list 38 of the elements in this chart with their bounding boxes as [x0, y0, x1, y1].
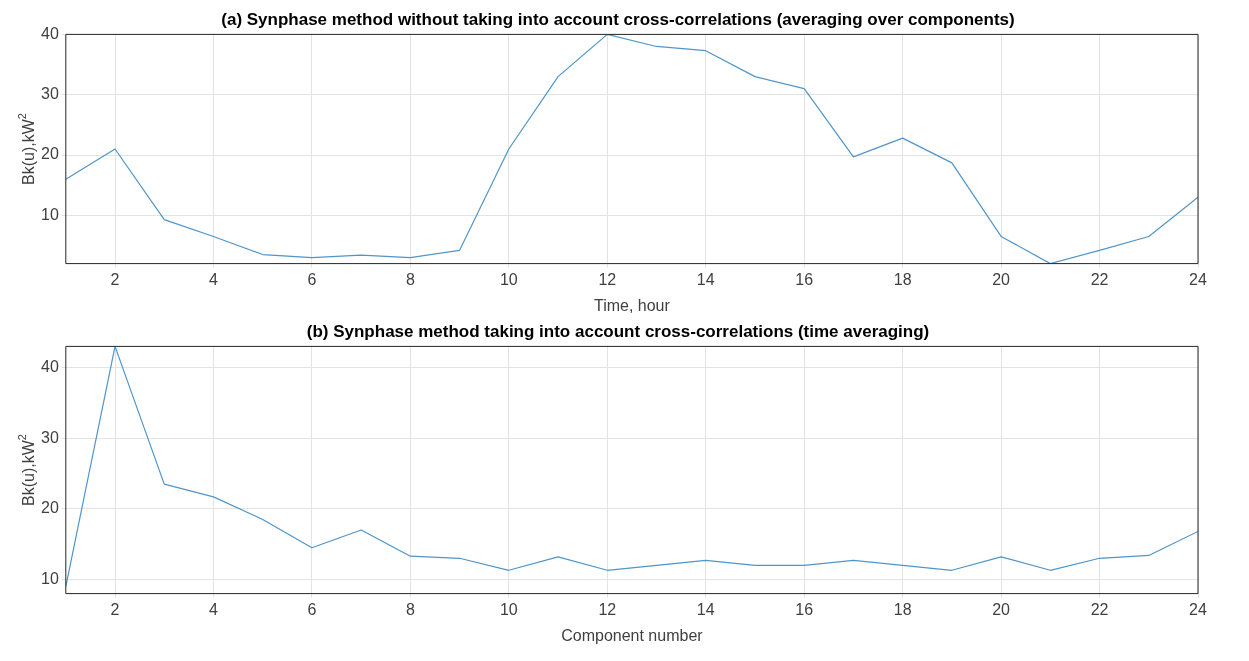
y-tick-label: 20: [41, 499, 59, 517]
x-tick-label: 22: [1090, 600, 1109, 618]
x-tick-label: 24: [1189, 600, 1207, 618]
x-tick-label: 14: [696, 600, 715, 618]
x-tick-label: 4: [209, 270, 219, 288]
chart-title: (b) Synphase method taking into account cross-correlations (time averaging): [306, 321, 930, 341]
x-tick-label: 16: [795, 600, 814, 618]
x-tick-label: 6: [307, 600, 317, 618]
x-axis-title: Time, hour: [593, 296, 671, 314]
y-tick-label: 30: [41, 428, 59, 446]
x-tick-label: 2: [110, 600, 120, 618]
x-tick-label: 10: [499, 270, 518, 288]
y-tick-label: 10: [41, 569, 59, 587]
x-axis-title: Component number: [561, 626, 704, 644]
y-tick-label: 40: [41, 24, 59, 42]
x-tick-label: 12: [598, 270, 617, 288]
y-axis-title: Bk(u),kW2: [16, 113, 38, 185]
x-tick-label: 16: [795, 270, 814, 288]
x-tick-label: 6: [307, 270, 317, 288]
x-tick-label: 22: [1090, 270, 1109, 288]
x-tick-label: 8: [405, 270, 415, 288]
x-tick-label: 8: [405, 600, 415, 618]
y-tick-label: 10: [41, 205, 59, 223]
x-tick-label: 18: [893, 270, 912, 288]
x-tick-label: 24: [1189, 270, 1207, 288]
x-tick-label: 14: [696, 270, 715, 288]
x-tick-label: 20: [992, 270, 1011, 288]
x-tick-label: 4: [209, 600, 219, 618]
x-tick-label: 12: [598, 600, 617, 618]
x-tick-label: 18: [893, 600, 912, 618]
x-tick-label: 20: [992, 600, 1011, 618]
y-tick-label: 40: [41, 357, 59, 375]
x-tick-label: 2: [110, 270, 120, 288]
y-tick-label: 20: [41, 145, 59, 163]
y-tick-label: 30: [41, 85, 59, 103]
y-axis-title: Bk(u),kW2: [16, 434, 38, 506]
chart-title: (a) Synphase method without taking into account cross-correlations (averaging over components): [221, 9, 1015, 29]
x-tick-label: 10: [499, 600, 518, 618]
